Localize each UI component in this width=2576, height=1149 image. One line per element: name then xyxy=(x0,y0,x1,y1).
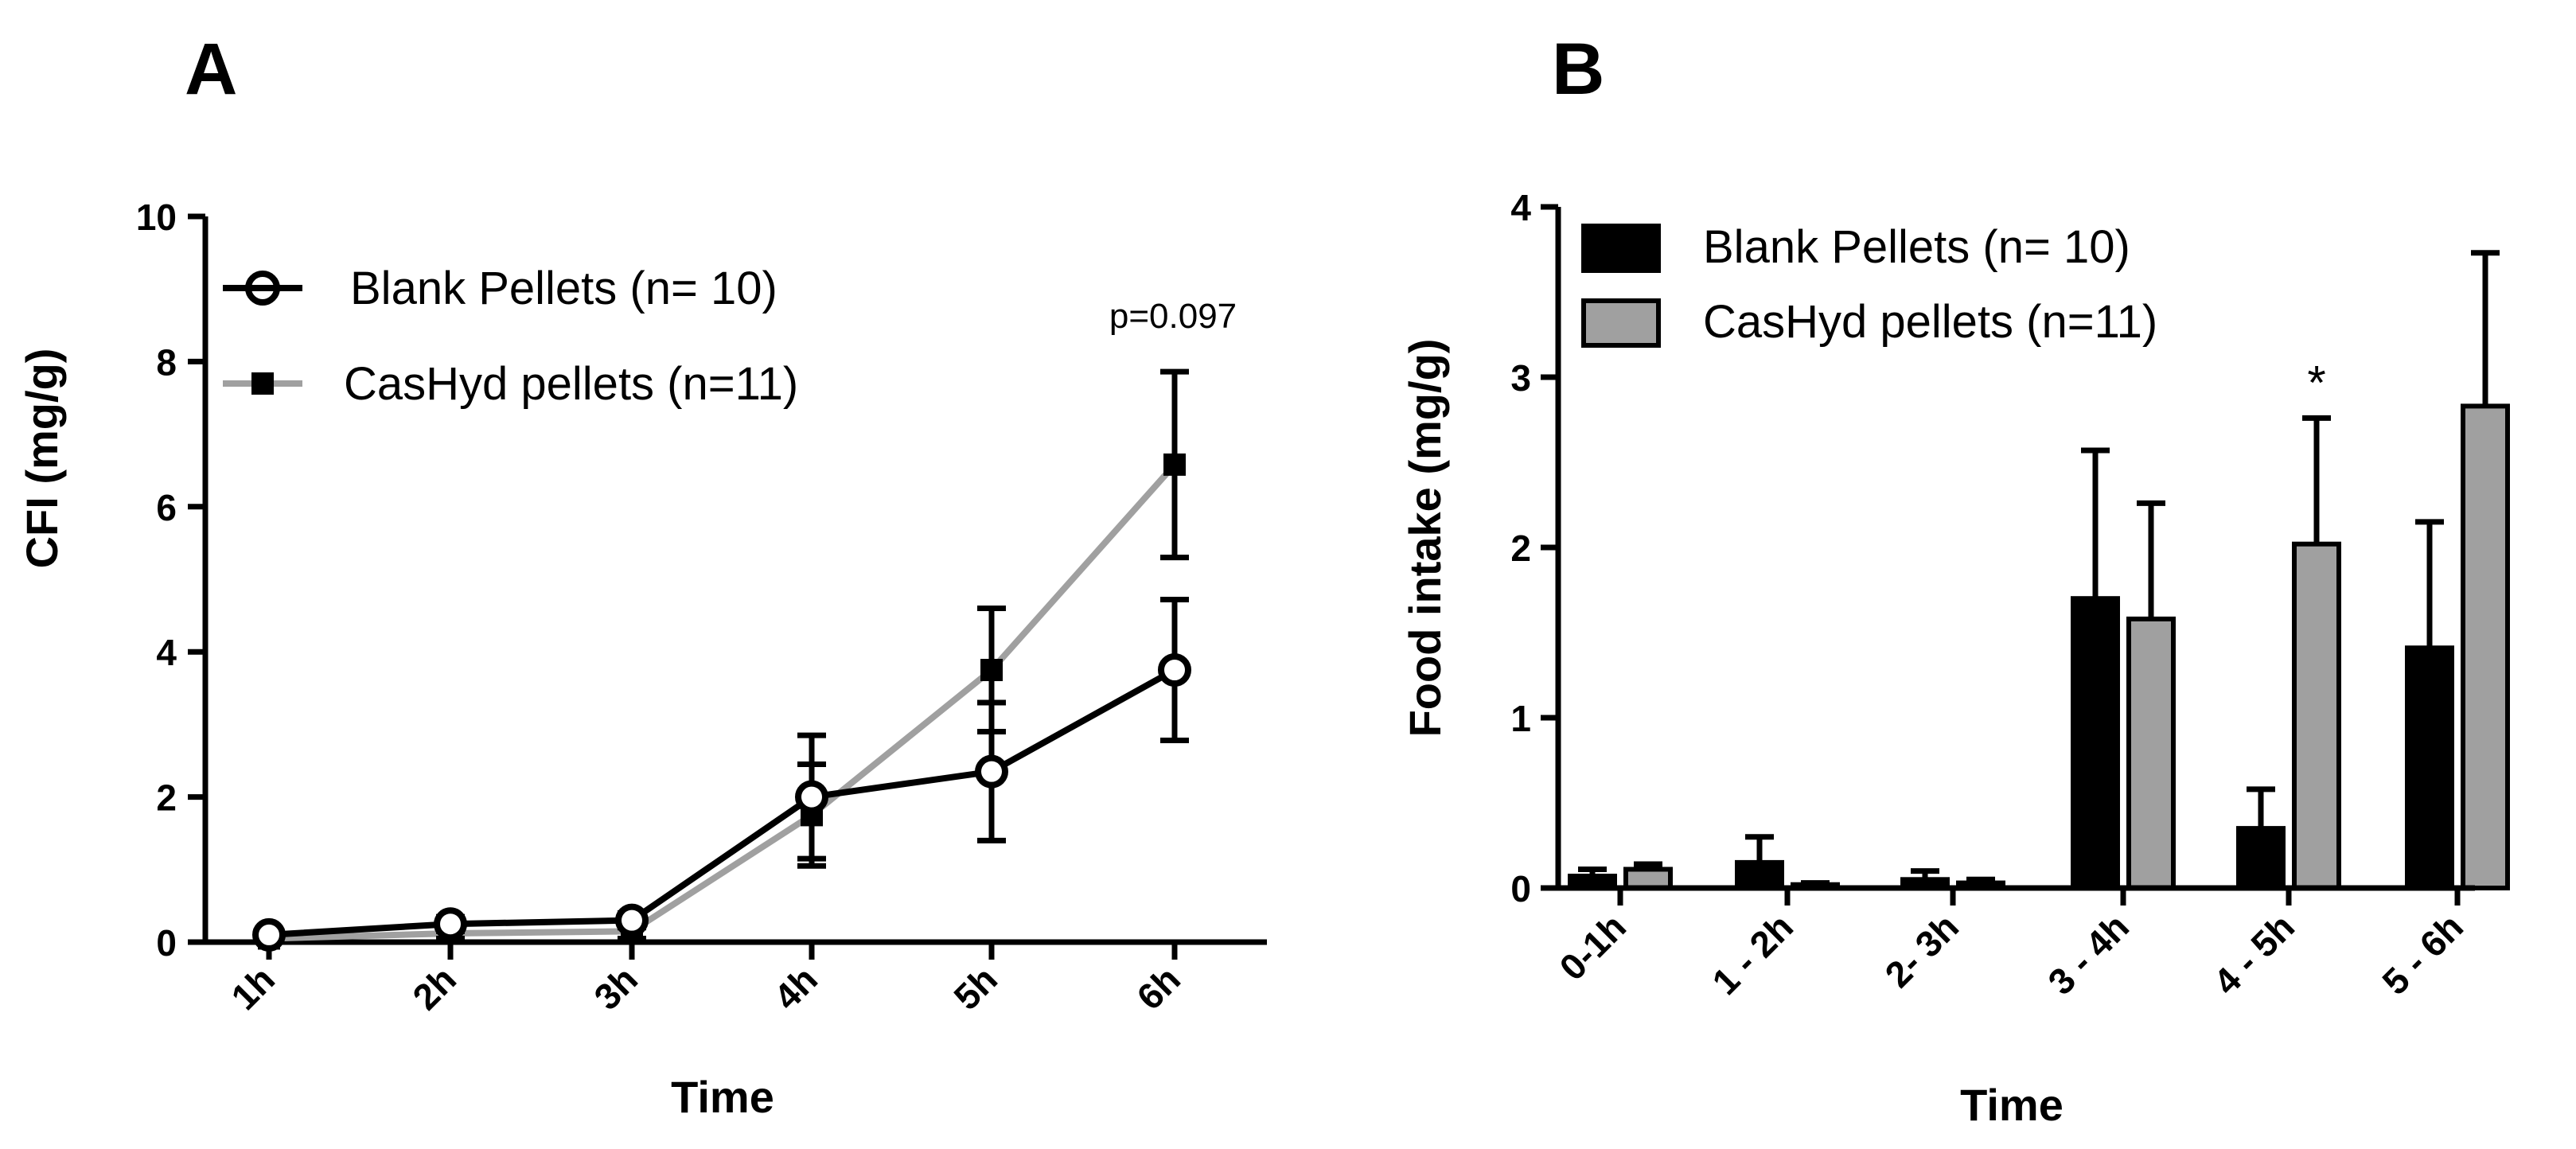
bar-cashyd xyxy=(2461,403,2510,890)
y-tick-label: 3 xyxy=(1510,357,1531,399)
x-tick-label: 2- 3h xyxy=(1876,906,1966,995)
data-point-blank xyxy=(434,907,467,941)
legend-swatch-blank xyxy=(1581,224,1661,273)
bar-cashyd xyxy=(2126,616,2176,890)
y-tick-label: 2 xyxy=(156,777,177,819)
legend-label-blank: Blank Pellets (n= 10) xyxy=(350,263,777,314)
legend-label-cashyd: CasHyd pellets (n=11) xyxy=(1703,296,2157,348)
legend-swatch-cashyd xyxy=(1581,298,1661,348)
data-point-cashyd xyxy=(1163,453,1186,476)
panel-a-y-axis-title: CFI (mg/g) xyxy=(17,349,67,569)
panel-a-x-axis-title: Time xyxy=(671,1072,774,1122)
x-tick-label: 6h xyxy=(1128,958,1188,1018)
bar-blank xyxy=(2071,596,2120,890)
panel-a-letter: A xyxy=(185,29,237,110)
y-tick-label: 4 xyxy=(156,632,177,673)
y-tick-label: 0 xyxy=(156,922,177,964)
data-point-blank xyxy=(975,754,1008,789)
data-point-blank xyxy=(795,780,828,814)
significance-star: * xyxy=(2307,356,2325,409)
panel-a-series: p=0.097 xyxy=(252,297,1237,952)
legend-label-cashyd: CasHyd pellets (n=11) xyxy=(344,358,798,410)
x-tick-label: 4 - 5h xyxy=(2205,906,2302,1003)
data-point-blank xyxy=(252,917,286,952)
data-point-blank xyxy=(1158,653,1191,687)
x-tick-label: 3h xyxy=(586,958,645,1018)
panel-b-letter: B xyxy=(1552,29,1604,110)
x-tick-label: 0-1h xyxy=(1551,906,1634,988)
bar-cashyd xyxy=(1623,867,1673,890)
p-value-annotation: p=0.097 xyxy=(1109,297,1237,336)
series-line-cashyd xyxy=(268,462,1177,942)
bar-blank xyxy=(2236,826,2286,890)
x-tick-label: 1 - 2h xyxy=(1704,906,1801,1003)
panel-b-bar-chart: B Food intake (mg/g) Time * 0 1 2 3 4 0-1h 1 -… xyxy=(1400,29,2510,1130)
panel-b-y-axis-title: Food intake (mg/g) xyxy=(1400,339,1450,738)
x-tick-label: 2h xyxy=(404,958,464,1018)
y-tick-label: 6 xyxy=(156,487,177,528)
y-tick-label: 8 xyxy=(156,341,177,383)
panel-b-bars: * xyxy=(1568,250,2510,891)
y-tick-label: 2 xyxy=(1510,528,1531,569)
bar-blank xyxy=(1735,859,1784,891)
x-tick-label: 4h xyxy=(766,958,825,1018)
bar-cashyd xyxy=(2292,541,2341,890)
y-tick-label: 10 xyxy=(136,197,177,238)
legend-marker-cashyd xyxy=(251,372,274,395)
x-tick-label: 1h xyxy=(223,958,283,1018)
y-tick-label: 4 xyxy=(1510,187,1531,228)
series-line-blank xyxy=(268,667,1176,938)
x-tick-label: 3 - 4h xyxy=(2040,906,2137,1003)
legend-label-blank: Blank Pellets (n= 10) xyxy=(1703,221,2130,273)
panel-b-legend: Blank Pellets (n= 10) CasHyd pellets (n=… xyxy=(1581,221,2157,348)
legend-marker-blank xyxy=(245,271,280,306)
bar-blank xyxy=(2405,645,2454,890)
panel-a-line-chart: A CFI (mg/g) Time 0 2 4 6 8 10 1h 2h 3h 4h 5h 6h p=… xyxy=(17,29,1267,1122)
panel-a-legend: Blank Pellets (n= 10) CasHyd pellets (n=… xyxy=(223,263,798,410)
panel-b-x-axis-title: Time xyxy=(1960,1080,2064,1130)
y-tick-label: 0 xyxy=(1510,868,1531,909)
data-point-blank xyxy=(615,903,649,937)
x-tick-label: 5 - 6h xyxy=(2374,906,2471,1003)
data-point-cashyd xyxy=(980,659,1003,681)
y-tick-label: 1 xyxy=(1510,698,1531,739)
x-tick-label: 5h xyxy=(945,958,1005,1018)
panel-a-axes: 0 2 4 6 8 10 1h 2h 3h 4h 5h 6h xyxy=(136,197,1267,1018)
